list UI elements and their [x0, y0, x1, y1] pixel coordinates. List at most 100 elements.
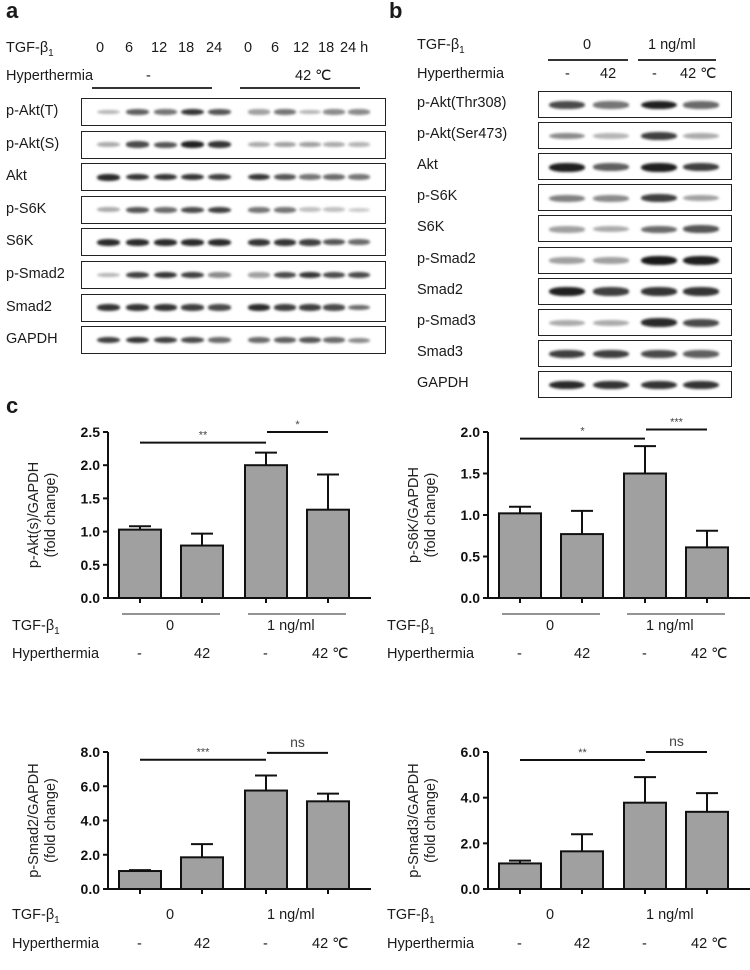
tgf-group-0: 0 [546, 907, 555, 923]
hyperthermia-value: 42 [574, 936, 591, 952]
bar [244, 464, 288, 599]
tgf-label-text: TGF-β [6, 40, 49, 56]
bar [180, 544, 224, 600]
hyperthermia-value: 42 [574, 646, 591, 662]
bar [560, 533, 604, 599]
band [593, 226, 629, 233]
svg-text:(fold change): (fold change) [43, 778, 59, 863]
blot-row-label: p-Akt(T) [6, 103, 59, 119]
timepoint-label: 12 [151, 40, 168, 56]
blot-row-label: p-Akt(Ser473) [417, 126, 508, 143]
band [593, 194, 629, 202]
band [683, 287, 719, 296]
band [593, 133, 629, 140]
band [641, 225, 677, 234]
band [97, 336, 120, 344]
blot-row-label: p-Akt(Thr308) [417, 95, 507, 111]
band [154, 173, 177, 181]
band [181, 141, 204, 148]
band [323, 239, 345, 246]
band [348, 207, 370, 212]
hyperthermia-value: - [642, 936, 647, 952]
y-tick-label: 2.0 [81, 457, 101, 473]
band [348, 337, 370, 343]
band [641, 318, 677, 327]
band [248, 142, 270, 148]
hyperthermia-value: - [137, 646, 142, 662]
hyperthermia-value: 42 ℃ [691, 936, 728, 952]
tgf-group-0: 0 [546, 618, 555, 634]
band [181, 271, 204, 279]
band [323, 109, 345, 115]
blot-row-label: p-Smad2 [6, 266, 65, 282]
timepoint-label: 0 [96, 40, 105, 56]
timepoint-label: 24 [206, 40, 223, 56]
y-tick-label: 6.0 [81, 778, 101, 794]
band [274, 142, 296, 148]
bar [306, 800, 350, 890]
svg-text:p-Smad2/GAPDH: p-Smad2/GAPDH [26, 763, 42, 877]
band [97, 272, 120, 278]
band [274, 304, 296, 311]
hyperthermia-label: Hyperthermia [12, 646, 100, 662]
bar [306, 508, 350, 599]
y-tick-label: 1.5 [461, 466, 481, 482]
y-tick-label: 0.5 [81, 557, 101, 573]
band [154, 109, 177, 115]
y-tick-label: 0.0 [461, 881, 481, 897]
hyperthermia-value: - [263, 646, 268, 662]
band [248, 109, 270, 115]
blot-row-label: p-S6K [417, 188, 458, 205]
svg-text:p-S6K/GAPDH: p-S6K/GAPDH [406, 467, 422, 563]
band [126, 141, 149, 148]
band [549, 319, 585, 326]
band [97, 173, 120, 181]
hyperthermia-label: Hyperthermia [387, 646, 475, 662]
tgf-subscript: 1 [429, 625, 435, 637]
band [274, 239, 296, 246]
band [208, 141, 231, 148]
band [549, 162, 585, 172]
band [641, 380, 677, 390]
significance-label: *** [197, 747, 211, 759]
blot-strip [538, 339, 732, 367]
band [593, 349, 629, 358]
band [208, 272, 231, 278]
blot-row-label: S6K [417, 219, 445, 236]
significance-label: * [295, 419, 300, 431]
tgf-label-text: TGF-β [12, 907, 55, 923]
blot-row-label: GAPDH [6, 331, 58, 348]
bar [118, 870, 162, 891]
panel-a-hyperthermia-label: Hyperthermia [6, 68, 94, 84]
svg-text:(fold change): (fold change) [423, 778, 439, 863]
band [154, 206, 177, 213]
band [683, 225, 719, 234]
band [549, 380, 585, 390]
band [97, 207, 120, 213]
y-tick-label: 2.0 [81, 847, 101, 863]
band [248, 239, 270, 246]
blot-strip [538, 91, 732, 118]
significance-label: *** [670, 417, 684, 429]
band [299, 142, 321, 148]
blot-row-label: Smad2 [6, 298, 52, 315]
band [274, 109, 296, 115]
hyperthermia-value: - [642, 646, 647, 662]
band [549, 132, 585, 140]
band [683, 132, 719, 140]
y-tick-label: 4.0 [461, 790, 481, 806]
band [97, 142, 120, 148]
band [683, 318, 719, 327]
tgf-subscript: 1 [54, 914, 60, 926]
bar [498, 512, 542, 599]
band [683, 380, 719, 390]
panel-c-letter: c [6, 393, 19, 418]
y-tick-label: 1.5 [81, 490, 101, 506]
band [593, 287, 629, 296]
y-tick-label: 1.0 [81, 524, 101, 540]
band [641, 100, 677, 110]
band [323, 142, 345, 148]
band [348, 109, 370, 115]
blot-row-label: Smad2 [417, 281, 463, 298]
blot-strip [538, 308, 732, 336]
